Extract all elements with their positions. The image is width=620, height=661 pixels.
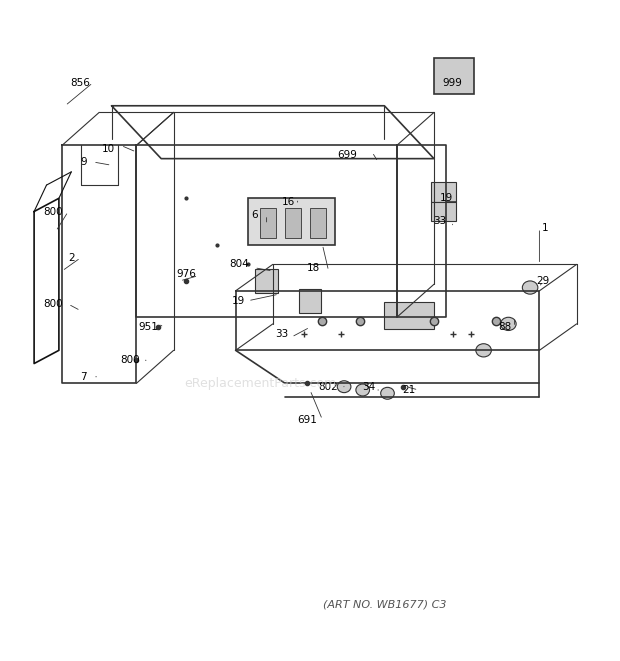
Bar [255, 269, 278, 293]
Bar [431, 202, 456, 221]
Bar [431, 182, 456, 202]
Ellipse shape [501, 317, 516, 330]
Text: 691: 691 [297, 414, 317, 425]
Ellipse shape [476, 344, 491, 357]
Bar [384, 302, 434, 329]
Text: 18: 18 [306, 262, 320, 273]
Text: (ART NO. WB1677) C3: (ART NO. WB1677) C3 [322, 600, 446, 610]
Text: 19: 19 [232, 295, 246, 306]
Text: 19: 19 [440, 193, 453, 204]
Text: 1: 1 [542, 223, 549, 233]
Ellipse shape [381, 387, 394, 399]
Ellipse shape [337, 381, 351, 393]
Text: 856: 856 [71, 77, 91, 88]
Text: 16: 16 [281, 196, 295, 207]
Ellipse shape [356, 384, 370, 396]
Text: 800: 800 [120, 355, 140, 366]
Text: 2: 2 [68, 253, 74, 263]
Text: 976: 976 [176, 269, 196, 280]
Bar [310, 208, 326, 238]
Bar [434, 58, 474, 94]
Text: 33: 33 [433, 216, 447, 227]
Bar [248, 198, 335, 245]
Text: 951: 951 [139, 322, 159, 332]
Text: 699: 699 [337, 150, 357, 161]
Text: 800: 800 [43, 206, 63, 217]
Ellipse shape [522, 281, 538, 294]
Bar [299, 289, 321, 313]
Bar [260, 208, 276, 238]
Bar [285, 208, 301, 238]
Text: 88: 88 [498, 322, 512, 332]
Text: 6: 6 [251, 210, 257, 220]
Text: 802: 802 [319, 381, 339, 392]
Text: 800: 800 [43, 299, 63, 309]
Text: 29: 29 [536, 276, 549, 286]
Text: 999: 999 [443, 77, 463, 88]
Text: 10: 10 [102, 143, 115, 154]
Text: 7: 7 [81, 371, 87, 382]
Text: 34: 34 [362, 381, 376, 392]
Text: eReplacementParts.com: eReplacementParts.com [184, 377, 337, 390]
Text: 21: 21 [402, 385, 416, 395]
Text: 33: 33 [275, 329, 289, 339]
Text: 804: 804 [229, 259, 249, 270]
Text: 9: 9 [81, 157, 87, 167]
